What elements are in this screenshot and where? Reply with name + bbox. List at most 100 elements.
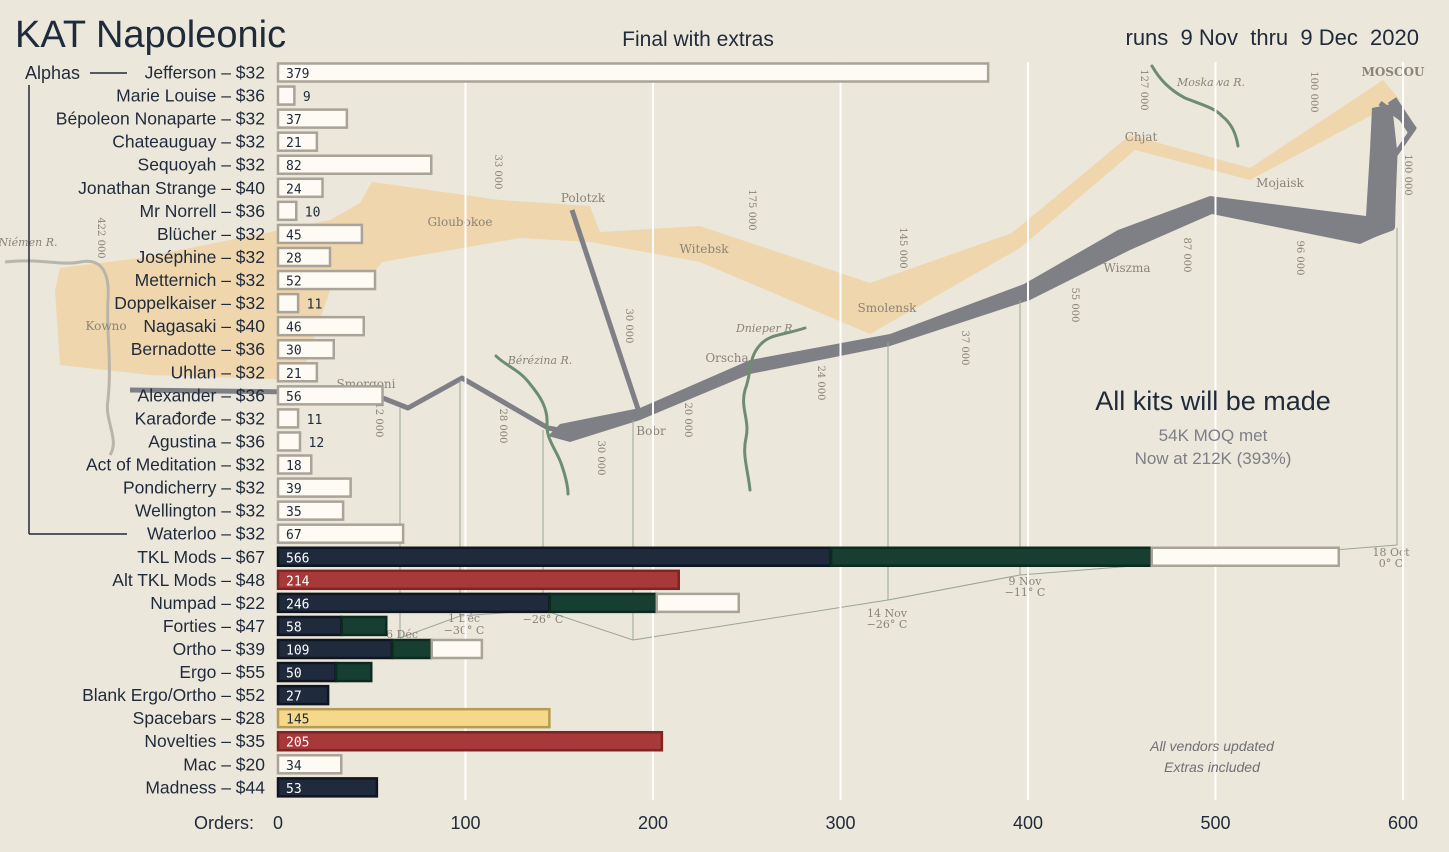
bar-segment bbox=[334, 661, 373, 683]
bar-segment bbox=[276, 477, 352, 498]
map-number-n127: 127 000 bbox=[1138, 69, 1149, 110]
map-label-witebsk: Witebsk bbox=[680, 242, 730, 256]
bar-segment bbox=[276, 454, 313, 475]
value-label: 53 bbox=[286, 782, 302, 797]
value-label: 58 bbox=[286, 620, 302, 635]
value-label: 28 bbox=[286, 251, 302, 266]
x-tick-label: 500 bbox=[1200, 813, 1230, 833]
bar-segment bbox=[276, 200, 298, 222]
bar-segment bbox=[1150, 546, 1340, 568]
bar-segment bbox=[276, 246, 332, 268]
map-label-t26: −26° C bbox=[523, 613, 564, 626]
value-label: 37 bbox=[286, 113, 302, 128]
category-label: Mr Norrell – $36 bbox=[140, 201, 265, 221]
page-title: KAT Napoleonic bbox=[15, 14, 286, 56]
category-label: Forties – $47 bbox=[163, 616, 265, 636]
map-label-moscou: MOSCOU bbox=[1362, 65, 1425, 79]
category-label: Waterloo – $32 bbox=[147, 524, 265, 544]
value-label: 379 bbox=[286, 67, 309, 82]
map-label-t9nov_b: −11° C bbox=[1005, 586, 1046, 599]
dnieper-river bbox=[742, 326, 807, 492]
category-label: Act of Meditation – $32 bbox=[86, 455, 265, 475]
map-label-t1dec_b: −30° C bbox=[444, 624, 485, 637]
map-label-polotzk: Polotzk bbox=[561, 191, 606, 205]
moskwa-river bbox=[1150, 64, 1240, 148]
bar-segment bbox=[276, 523, 405, 544]
map-number-n100a: 100 000 bbox=[1308, 71, 1319, 112]
value-label: 56 bbox=[286, 390, 302, 405]
value-label: 30 bbox=[286, 344, 302, 359]
category-label: Spacebars – $28 bbox=[133, 708, 265, 728]
value-label: 39 bbox=[286, 482, 302, 497]
bar-segment bbox=[276, 569, 680, 591]
value-label: 45 bbox=[286, 228, 302, 243]
map-label-t14nov: 14 Nov bbox=[867, 607, 908, 620]
value-label: 566 bbox=[286, 551, 309, 566]
x-tick-label: 600 bbox=[1388, 813, 1418, 833]
map-label-gloubokoe: Gloubokoe bbox=[428, 215, 493, 229]
category-label: Ortho – $39 bbox=[173, 639, 265, 659]
map-label-t1dec: 1 Déc bbox=[448, 612, 480, 625]
value-label: 82 bbox=[286, 159, 302, 174]
bar-segment bbox=[655, 592, 740, 614]
bar-segment bbox=[276, 177, 324, 199]
value-label: 205 bbox=[286, 736, 309, 751]
category-label: Ergo – $55 bbox=[179, 662, 265, 682]
category-labels: Jefferson – $32 Marie Louise – $36 Bépoleo… bbox=[56, 63, 265, 798]
note-extras: Extras included bbox=[1164, 759, 1261, 775]
value-label: 34 bbox=[286, 759, 302, 774]
map-number-n145: 145 000 bbox=[897, 227, 908, 268]
value-label: 10 bbox=[305, 205, 321, 220]
value-label: 67 bbox=[286, 528, 302, 543]
x-axis: Orders: 0 100 200 300 400 500 600 bbox=[194, 813, 1418, 833]
category-label: Wellington – $32 bbox=[135, 501, 265, 521]
x-tick-label: 100 bbox=[450, 813, 480, 833]
value-label: 11 bbox=[307, 413, 323, 428]
note-vendors: All vendors updated bbox=[1149, 738, 1275, 754]
value-label: 50 bbox=[286, 667, 302, 682]
bar-segment bbox=[276, 292, 300, 314]
x-tick-label: 200 bbox=[638, 813, 668, 833]
map-label-smolensk: Smolensk bbox=[858, 301, 918, 315]
bar-segment bbox=[276, 385, 384, 406]
bar-segment bbox=[276, 154, 433, 175]
map-number-n30a: 30 000 bbox=[623, 309, 634, 344]
bar-segment bbox=[276, 684, 330, 706]
map-label-t14nov_b: −26° C bbox=[867, 618, 908, 631]
bar-segment bbox=[829, 546, 1153, 568]
map-number-n24: 24 000 bbox=[815, 366, 826, 401]
category-label: Alexander – $36 bbox=[138, 385, 265, 405]
category-label: Jonathan Strange – $40 bbox=[78, 178, 265, 198]
x-tick-label: 400 bbox=[1013, 813, 1043, 833]
category-label: Numpad – $22 bbox=[150, 593, 265, 613]
bar-segment bbox=[430, 638, 484, 660]
category-label: Blücher – $32 bbox=[157, 224, 265, 244]
category-label: Jefferson – $32 bbox=[145, 63, 265, 83]
category-label: Agustina – $36 bbox=[148, 431, 265, 451]
category-label: Alt TKL Mods – $48 bbox=[112, 570, 265, 590]
grid-lines bbox=[464, 62, 1404, 800]
map-label-kowno: Kowno bbox=[85, 319, 126, 333]
bar-segment bbox=[276, 592, 551, 614]
map-number-n12: 12 000 bbox=[373, 403, 384, 438]
value-label: 52 bbox=[286, 275, 302, 290]
berezina-river bbox=[494, 354, 570, 496]
category-label: Doppelkaiser – $32 bbox=[114, 293, 265, 313]
alphas-group-bracket: Alphas bbox=[25, 63, 127, 535]
map-label-mojaisk: Mojaisk bbox=[1256, 176, 1304, 190]
bar-segment bbox=[276, 777, 379, 798]
category-label: Joséphine – $32 bbox=[137, 247, 265, 267]
category-label: Karađorđe – $32 bbox=[135, 408, 265, 428]
annotation-moq: 54K MOQ met bbox=[1159, 426, 1268, 445]
value-label: 35 bbox=[286, 505, 302, 520]
map-number-n28: 28 000 bbox=[497, 409, 508, 444]
bar-segment bbox=[276, 131, 319, 152]
category-label: Novelties – $35 bbox=[144, 731, 265, 751]
bar-segment bbox=[548, 592, 658, 614]
map-number-n33: 33 000 bbox=[492, 155, 503, 190]
map-label-t6dec: 6 Déc bbox=[386, 628, 418, 641]
bar-segment bbox=[276, 269, 377, 291]
value-label: 24 bbox=[286, 182, 302, 197]
category-label: Madness – $44 bbox=[145, 777, 265, 797]
